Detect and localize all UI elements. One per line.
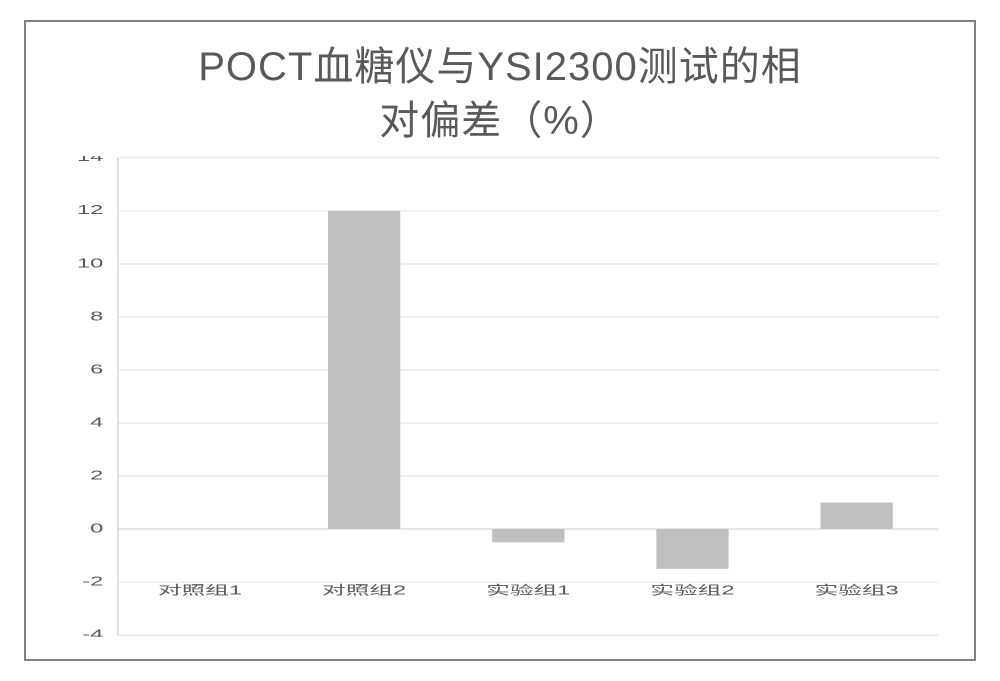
ytick-label: 2 — [90, 469, 103, 483]
ytick-label: 4 — [90, 416, 103, 430]
bar — [821, 503, 893, 530]
category-label: 对照组1 — [158, 583, 242, 598]
ytick-label: 8 — [90, 310, 103, 324]
ytick-label: -4 — [82, 628, 103, 637]
category-label: 实验组1 — [486, 583, 570, 598]
plot-area: -4 -2 0 2 4 6 8 10 12 14 对照组1 对照组2 实验组1 实验组2 实验组3 — [36, 156, 946, 637]
chart-title-line2: 对偏差（%） — [36, 94, 964, 148]
chart-title: POCT血糖仪与YSI2300测试的相 对偏差（%） — [26, 22, 974, 156]
ytick-label: -2 — [82, 575, 103, 589]
bar — [492, 529, 564, 542]
bar — [656, 529, 728, 569]
chart-title-line1: POCT血糖仪与YSI2300测试的相 — [36, 40, 964, 94]
ytick-label: 14 — [77, 156, 103, 165]
chart-svg: -4 -2 0 2 4 6 8 10 12 14 对照组1 对照组2 实验组1 实验组2 实验组3 — [36, 156, 946, 637]
bar — [328, 211, 400, 529]
ytick-label: 0 — [90, 522, 103, 536]
chart-frame: POCT血糖仪与YSI2300测试的相 对偏差（%） -4 -2 0 2 4 6 8 10 12… — [24, 20, 976, 661]
category-label: 实验组3 — [815, 583, 899, 598]
category-label: 对照组2 — [322, 583, 406, 598]
ytick-label: 6 — [90, 363, 103, 377]
ytick-label: 12 — [77, 204, 103, 218]
category-label: 实验组2 — [650, 583, 734, 598]
ytick-label: 10 — [77, 257, 103, 271]
